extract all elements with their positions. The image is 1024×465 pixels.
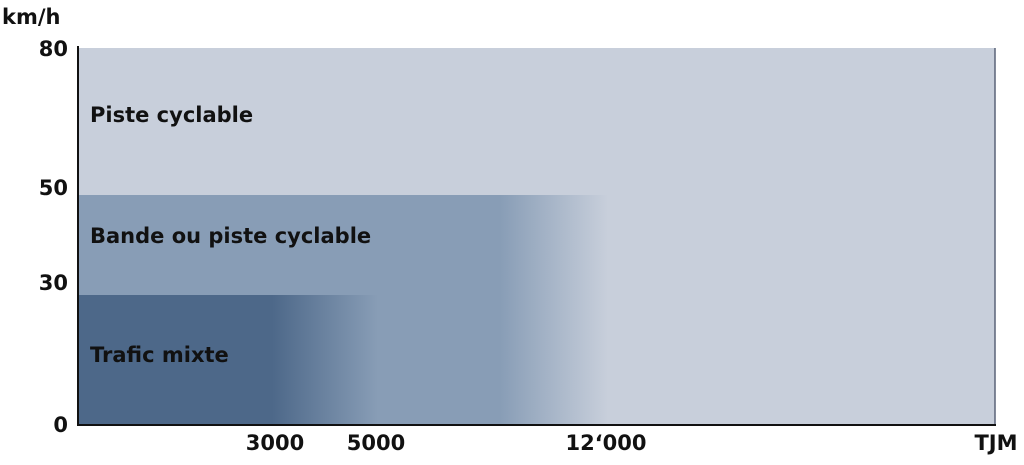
y-tick-label: 50 <box>39 176 68 200</box>
x-tick-label: 5000 <box>347 431 405 455</box>
y-tick-label: 80 <box>39 37 68 61</box>
zone-low <box>78 295 378 425</box>
x-axis-label: TJM <box>974 431 1017 455</box>
y-tick-label: 30 <box>39 271 68 295</box>
x-tick-label: 3000 <box>246 431 304 455</box>
y-axis-label: km/h <box>2 5 60 29</box>
zone-label: Trafic mixte <box>90 343 229 367</box>
zone-label: Piste cyclable <box>90 103 253 127</box>
y-tick-label: 0 <box>53 413 68 437</box>
zone-label: Bande ou piste cyclable <box>90 224 371 248</box>
x-tick-label: 12‘000 <box>565 431 646 455</box>
